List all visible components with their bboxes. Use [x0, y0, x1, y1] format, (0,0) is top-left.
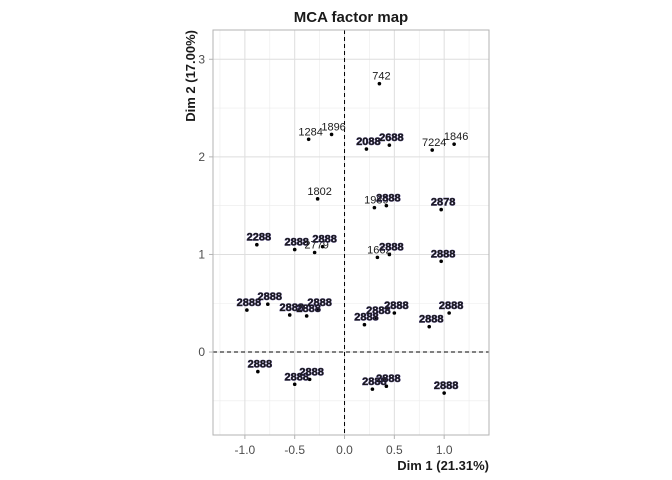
- data-point: [292, 382, 297, 387]
- y-tick-label: 3: [198, 52, 205, 66]
- data-point: [384, 384, 389, 389]
- x-tick-labels: -1.0 -0.5 0.0 0.5 1.0: [235, 435, 453, 457]
- data-point: [306, 137, 311, 142]
- plot-background: [213, 30, 489, 435]
- point-label: 2088: [356, 136, 380, 148]
- point-label: 2888: [279, 302, 303, 314]
- data-point: [304, 314, 309, 318]
- data-point: [256, 369, 260, 374]
- chart-title: MCA factor map: [294, 9, 408, 26]
- data-point: [377, 81, 382, 86]
- y-tick-labels: 0 1 2 3: [198, 52, 213, 359]
- point-label: 2888: [284, 237, 308, 249]
- data-point: [392, 311, 397, 315]
- y-tick-label: 1: [198, 247, 205, 261]
- data-point: [384, 203, 389, 208]
- data-point: [255, 242, 259, 247]
- point-label: 2878: [431, 197, 455, 209]
- data-point: [387, 252, 392, 257]
- point-label: 2888: [258, 291, 282, 303]
- data-point: [442, 391, 446, 395]
- point-label: 2888: [376, 193, 400, 205]
- data-point: [245, 308, 249, 312]
- point-label: 2888: [299, 366, 323, 378]
- data-point: [312, 250, 317, 255]
- data-point: [362, 322, 367, 327]
- data-point: [375, 255, 380, 260]
- data-point: [452, 142, 456, 146]
- point-label: 2888: [362, 376, 386, 388]
- data-point: [287, 313, 292, 317]
- point-label: 2888: [248, 359, 272, 371]
- data-point: [307, 377, 312, 382]
- data-point: [292, 247, 297, 252]
- data-point: [315, 308, 320, 312]
- point-label: 2288: [247, 232, 271, 244]
- point-label: 2688: [379, 132, 403, 144]
- data-point: [447, 311, 451, 315]
- data-point: [364, 147, 369, 151]
- point-label: 2888: [379, 241, 403, 253]
- y-tick-label: 0: [198, 345, 205, 359]
- point-label: 2888: [312, 234, 336, 246]
- data-point: [439, 259, 443, 264]
- point-label: 1846: [444, 131, 468, 143]
- point-label: 2888: [419, 314, 443, 326]
- data-point: [427, 324, 432, 329]
- point-label: 2888: [366, 305, 390, 317]
- x-tick-label: 0.5: [386, 443, 403, 457]
- points-layer: [245, 81, 456, 395]
- minor-grid: [213, 30, 489, 435]
- point-label: 2888: [354, 312, 378, 324]
- point-label: 2888: [284, 371, 308, 383]
- data-point: [374, 316, 379, 320]
- point-label: 7224: [422, 137, 446, 149]
- x-tick-label: 1.0: [436, 443, 453, 457]
- data-point: [372, 205, 377, 210]
- reference-lines: [213, 30, 489, 435]
- point-label: 1896: [321, 121, 345, 133]
- point-label: 1989: [364, 195, 388, 207]
- point-label: 742: [372, 71, 390, 83]
- x-tick-label: -0.5: [284, 443, 305, 457]
- point-label: 2888: [307, 297, 331, 309]
- point-label: 2888: [431, 248, 455, 260]
- point-label: 2888: [434, 380, 458, 392]
- data-point: [266, 302, 270, 307]
- data-point: [370, 387, 375, 391]
- point-label: 2779: [304, 240, 328, 252]
- data-point: [439, 207, 443, 212]
- point-label: 1662: [367, 244, 391, 256]
- point-label: 2888: [296, 303, 320, 315]
- x-axis-label: Dim 1 (21.31%): [397, 458, 489, 473]
- point-label: 2888: [237, 297, 261, 309]
- data-point: [387, 143, 392, 147]
- data-point: [430, 148, 435, 152]
- point-label: 1802: [307, 186, 331, 198]
- point-label: 2888: [376, 373, 400, 385]
- x-tick-label: 0.0: [336, 443, 353, 457]
- point-label: 2888: [384, 300, 408, 312]
- data-point: [329, 132, 334, 137]
- data-point: [315, 197, 320, 201]
- point-label: 2888: [439, 300, 463, 312]
- y-tick-label: 2: [198, 150, 205, 164]
- x-tick-label: -1.0: [235, 443, 256, 457]
- y-axis-label: Dim 2 (17.00%): [183, 30, 198, 122]
- point-label: 1284: [298, 126, 322, 138]
- plot-panel-border: [212, 29, 490, 436]
- data-point: [320, 244, 325, 249]
